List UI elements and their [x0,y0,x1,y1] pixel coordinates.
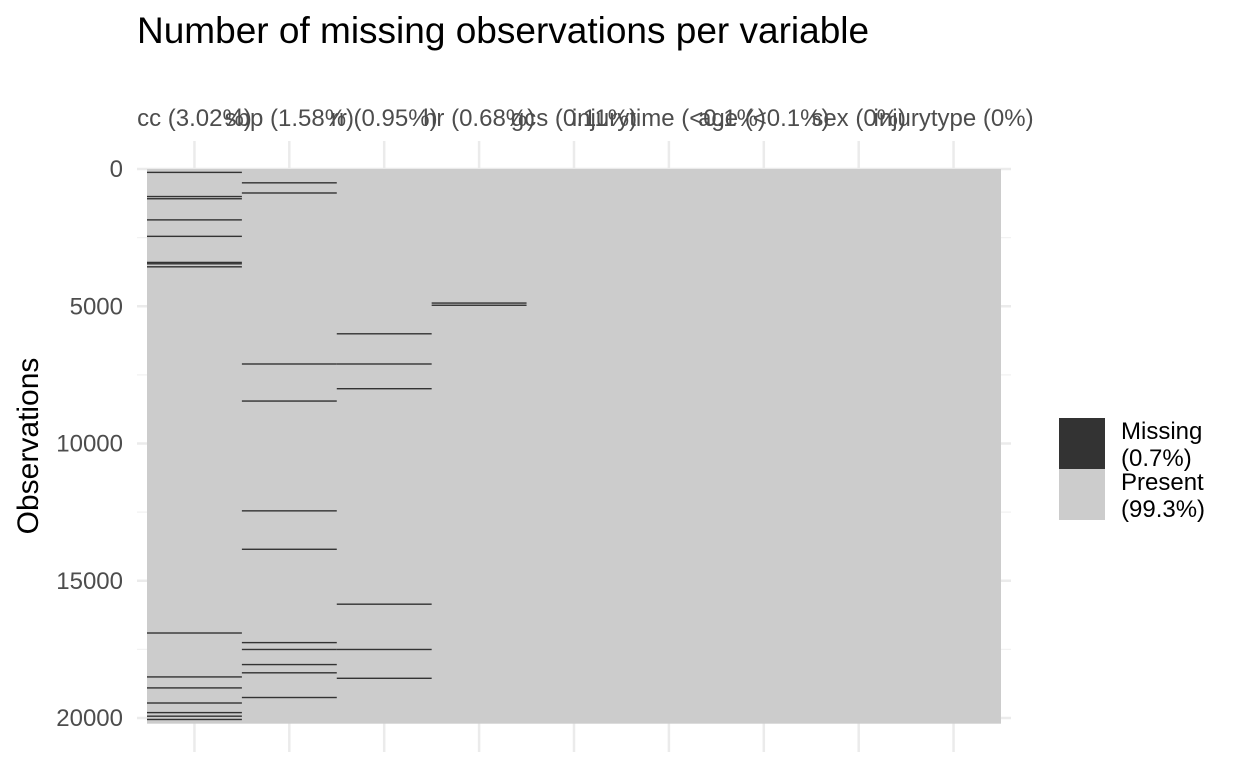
y-axis-ticks: 0 5000 10000 15000 20000 [56,156,123,732]
y-tick-label: 0 [110,156,123,183]
missing-mark [336,333,432,335]
legend-swatch-missing [1059,418,1105,469]
column-label: cc (3.02%) [137,105,252,132]
column-label: injurytype (0%) [874,105,1034,132]
missing-mark [147,263,242,265]
missing-mark [147,266,242,268]
missing-mark [336,677,432,679]
missing-mark [147,219,242,221]
missing-mark [147,235,242,238]
missing-mark [147,715,242,717]
missing-mark [241,400,337,402]
column-labels: cc (3.02%)sbp (1.58%)rr (0.95%)hr (0.68%… [137,105,1033,132]
missing-mark [241,672,337,674]
missing-mark [336,363,432,365]
missing-mark [147,711,242,714]
missing-mark [336,388,432,390]
missing-mark [336,648,432,651]
missing-mark [241,663,337,666]
column-label: rr (0.95%) [331,105,438,132]
missing-mark [241,192,337,194]
legend-label-missing: Missing [1121,418,1202,445]
column-label: gcs (0.11%) [511,105,637,132]
missing-mark [147,702,242,704]
plot-area [147,169,1001,724]
missing-mark [241,648,337,651]
column-label: hr (0.68%) [423,105,535,132]
missing-mark [147,195,242,198]
missing-mark [147,632,242,634]
legend-percent-missing: (0.7%) [1121,445,1192,472]
missing-mark [147,676,242,678]
missing-mark [147,198,242,200]
missing-mark [147,171,242,174]
missing-mark [147,687,242,689]
missing-mark [241,641,337,644]
legend-swatch-present [1059,469,1105,520]
chart-title: Number of missing observations per varia… [137,10,869,51]
missing-mark [241,363,337,365]
missing-mark [241,510,337,512]
y-axis-label: Observations [12,358,45,535]
missing-mark [241,182,337,184]
legend: Missing(0.7%)Present(99.3%) [1059,418,1205,523]
y-tick-label: 5000 [70,293,123,320]
legend-label-present: Present [1121,469,1204,496]
present-area [147,169,1001,724]
missing-mark [147,718,242,721]
column-label: injurytime (<0.1%) [572,105,766,132]
missing-mark [431,302,527,304]
missing-mark [241,696,337,699]
missing-mark [147,261,242,264]
missing-mark [336,603,432,605]
column-label: age (<0.1%) [698,105,829,132]
column-label: sex (0%) [811,105,906,132]
y-tick-label: 20000 [56,705,123,732]
column-label: sbp (1.58%) [225,105,354,132]
missing-mark [431,304,527,306]
y-tick-label: 10000 [56,431,123,458]
legend-percent-present: (99.3%) [1121,496,1205,523]
y-tick-label: 15000 [56,568,123,595]
missing-mark [241,548,337,550]
